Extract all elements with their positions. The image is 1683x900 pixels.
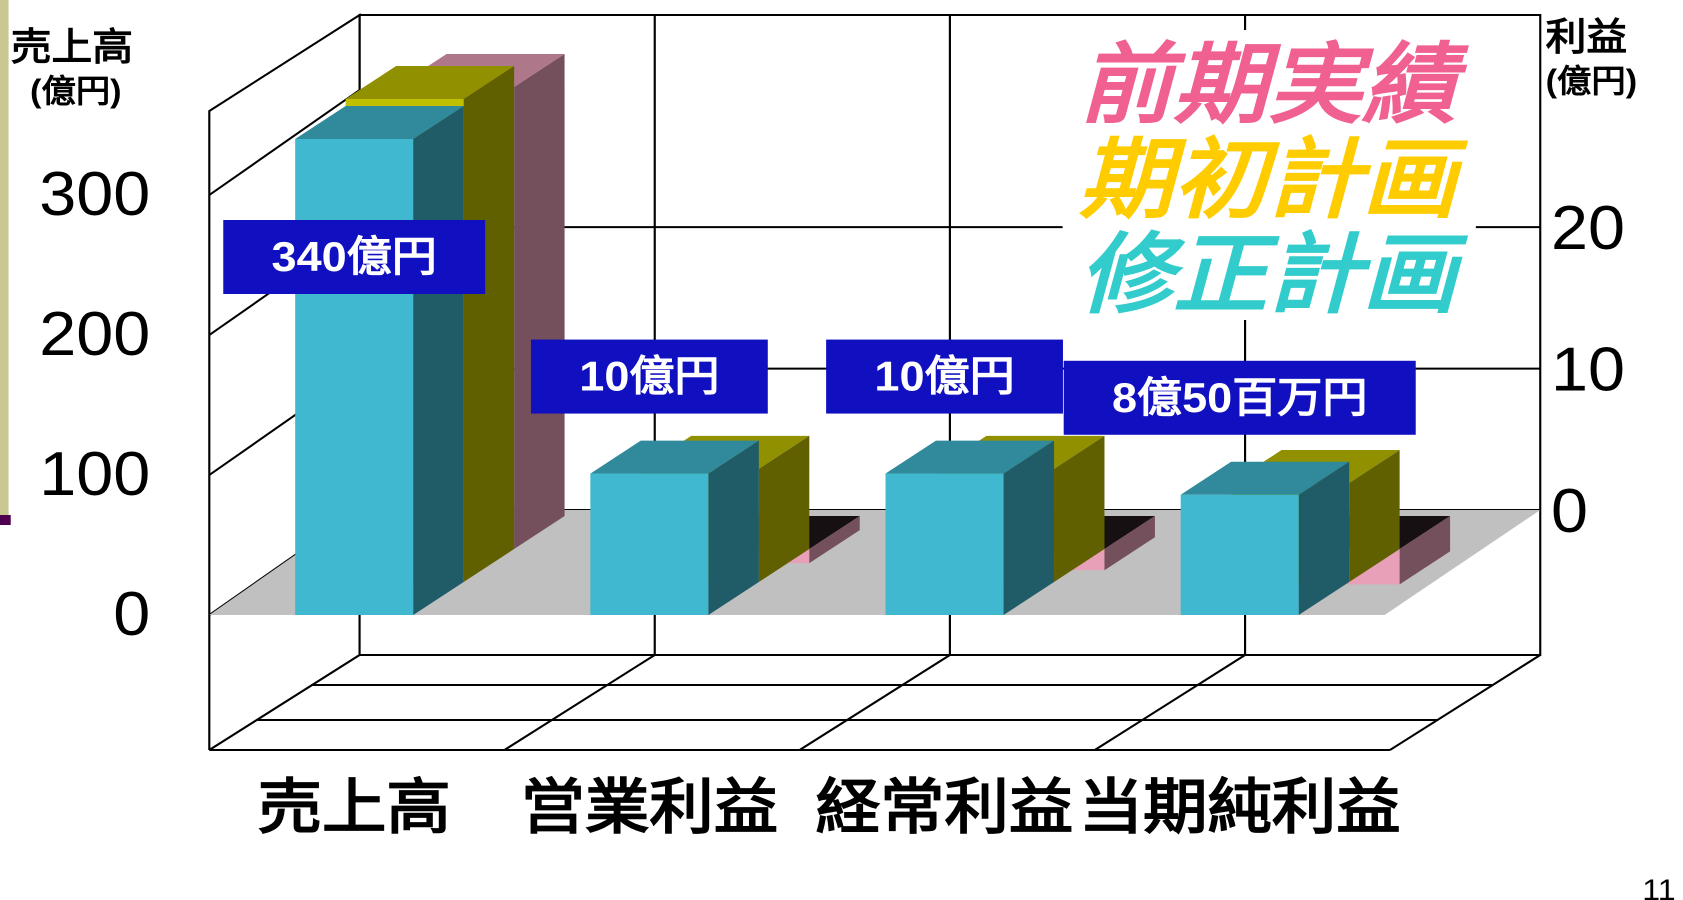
- legend-entry: 期初計画: [1079, 131, 1469, 229]
- x-tick-label: 当期純利益: [1079, 775, 1401, 842]
- data-label-box: [223, 220, 486, 294]
- y-tick-label: 300: [39, 159, 150, 228]
- frame-line: [1094, 654, 1246, 751]
- bar-front: [1180, 494, 1299, 615]
- data-label-box: [530, 339, 768, 414]
- bar-side: [1349, 450, 1400, 582]
- bar-side: [708, 440, 759, 615]
- data-label: 10億円: [579, 354, 719, 400]
- bar-top: [345, 66, 515, 99]
- y-axis-title: (億円): [30, 74, 122, 110]
- data-label-box: [1063, 360, 1416, 435]
- bar-top: [885, 440, 1055, 474]
- bar-side: [1298, 461, 1350, 615]
- bar-front: [885, 473, 1004, 615]
- bar-side: [463, 66, 515, 582]
- x-tick-label: 営業利益: [521, 775, 779, 842]
- y2-axis-title: (億円): [1546, 64, 1638, 100]
- x-tick-label: 経常利益: [816, 775, 1074, 842]
- legend-entry: 修正計画: [1079, 226, 1469, 324]
- legend-background: [1062, 30, 1476, 320]
- legend-entry: 前期実績: [1079, 36, 1470, 134]
- bar-side: [514, 54, 565, 549]
- bar-side: [413, 106, 464, 615]
- y2-axis-title: 利益: [1546, 16, 1628, 58]
- y2-tick-label: 10: [1551, 335, 1625, 404]
- y-tick-label: 0: [113, 579, 150, 648]
- y-tick-label: 200: [39, 299, 150, 368]
- y-tick-label: 100: [39, 439, 150, 508]
- y-axis-title: 売上高: [11, 26, 133, 68]
- bar-side: [1054, 435, 1105, 582]
- x-tick-label: 売上高: [258, 775, 451, 842]
- data-label-box: [826, 339, 1063, 414]
- frame: [208, 615, 1541, 751]
- bar-top: [295, 106, 464, 139]
- page-number: 11: [1642, 873, 1675, 900]
- grid-line: [208, 89, 361, 196]
- bar-front: [295, 139, 414, 615]
- bar-side: [809, 516, 860, 564]
- bar-side: [1104, 516, 1155, 571]
- frame-line: [1389, 654, 1541, 751]
- bar-top: [590, 440, 759, 474]
- bar-side: [1399, 516, 1451, 585]
- data-label: 8億50百万円: [1112, 375, 1367, 421]
- bar-front: [590, 473, 709, 615]
- side-strip: [0, 0, 9, 525]
- data-label: 340億円: [272, 234, 437, 280]
- bar-side: [1003, 440, 1055, 615]
- frame-line: [503, 654, 656, 751]
- frame-line: [208, 654, 361, 751]
- y2-tick-label: 0: [1551, 476, 1588, 545]
- frame-line: [799, 654, 951, 751]
- bar-top: [1180, 461, 1350, 495]
- side-accent: [0, 515, 11, 525]
- data-label: 10億円: [874, 354, 1014, 400]
- bar-side: [758, 435, 810, 582]
- y2-tick-label: 20: [1551, 193, 1625, 262]
